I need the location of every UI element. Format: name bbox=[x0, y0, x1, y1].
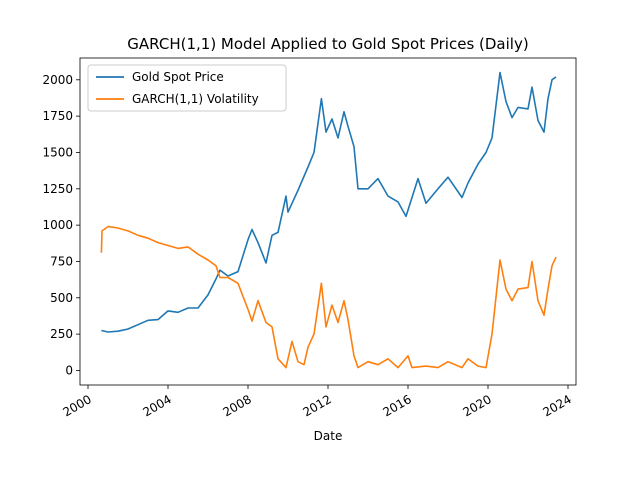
x-tick-label: 2016 bbox=[380, 392, 413, 419]
y-tick-label: 1750 bbox=[42, 109, 73, 123]
y-tick-label: 750 bbox=[50, 254, 73, 268]
plot-area bbox=[80, 58, 576, 385]
x-axis-label: Date bbox=[314, 429, 343, 443]
legend-box bbox=[87, 64, 287, 112]
x-tick-label: 2004 bbox=[140, 392, 173, 419]
plot-lines bbox=[100, 71, 557, 369]
series-line-1 bbox=[101, 71, 557, 333]
legend-label: GARCH(1,1) Volatility bbox=[132, 92, 259, 106]
legend: Gold Spot Price GARCH(1,1) Volatility bbox=[87, 64, 287, 112]
x-axis-ticks: 2000 2004 2008 2012 2016 2020 2024 bbox=[60, 385, 574, 419]
legend-label: Gold Spot Price bbox=[132, 70, 224, 84]
y-tick-label: 1250 bbox=[42, 182, 73, 196]
y-tick-label: 500 bbox=[50, 291, 73, 305]
x-tick-label: 2024 bbox=[540, 392, 573, 419]
y-tick-label: 2000 bbox=[42, 73, 73, 87]
y-tick-label: 250 bbox=[50, 327, 73, 341]
y-tick-label: 0 bbox=[65, 363, 73, 377]
x-tick-label: 2008 bbox=[220, 392, 253, 419]
y-axis-ticks: 0 250 500 750 1000 1250 1500 1750 2000 bbox=[42, 73, 80, 377]
y-tick-label: 1000 bbox=[42, 218, 73, 232]
x-tick-label: 2012 bbox=[300, 392, 333, 419]
chart-title: GARCH(1,1) Model Applied to Gold Spot Pr… bbox=[127, 35, 528, 53]
x-tick-label: 2000 bbox=[60, 392, 93, 419]
y-tick-label: 1500 bbox=[42, 145, 73, 159]
x-tick-label: 2020 bbox=[460, 392, 493, 419]
series-line-2 bbox=[100, 225, 557, 369]
